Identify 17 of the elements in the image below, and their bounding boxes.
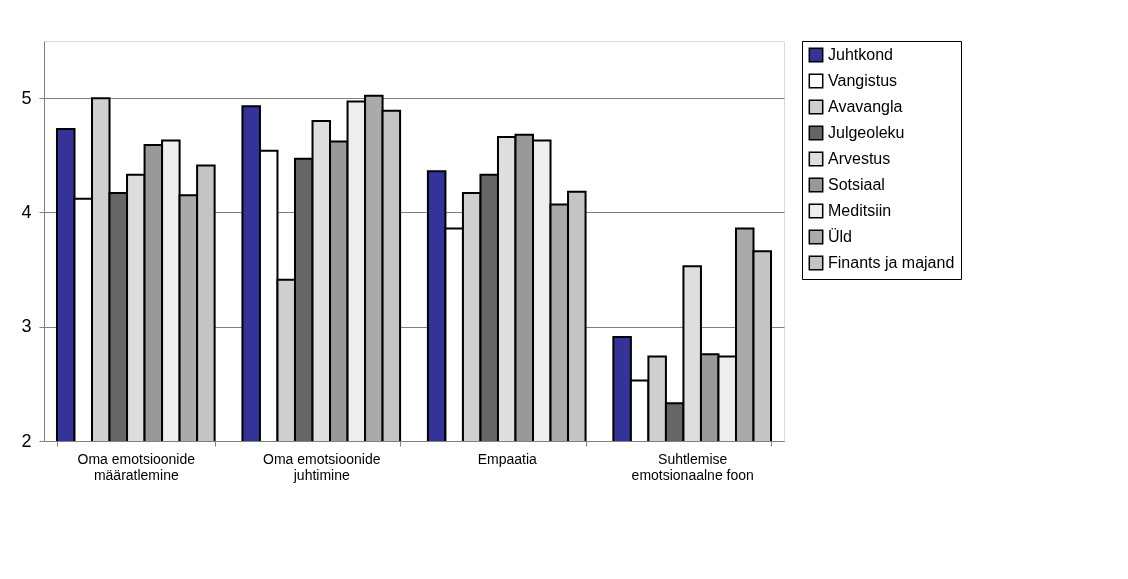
y-tick-label: 3	[21, 316, 32, 337]
x-tick-label: Empaatia	[477, 450, 538, 467]
y-tick-label: 5	[21, 87, 32, 108]
x-tick-label: Oma emotsioonide juhtimine	[263, 450, 381, 483]
legend-label: Meditsiin	[828, 202, 892, 219]
x-tick-label: Suhtlemise emotsionaalne foon	[631, 450, 754, 483]
legend-label: Arvestus	[828, 150, 891, 167]
y-tick-label: 2	[21, 430, 32, 451]
legend-label: Finants ja majand	[828, 254, 955, 271]
legend-label: Sotsiaal	[828, 176, 885, 193]
legend-label: Üld	[828, 228, 853, 245]
legend-label: Vangistus	[828, 72, 898, 89]
legend-label: Juhtkond	[828, 46, 893, 63]
legend-label: Julgeoleku	[828, 124, 905, 141]
y-tick-label: 4	[21, 201, 32, 222]
legend-label: Avavangla	[828, 98, 903, 115]
x-tick-label: Oma emotsioonide määratlemine	[77, 450, 196, 483]
